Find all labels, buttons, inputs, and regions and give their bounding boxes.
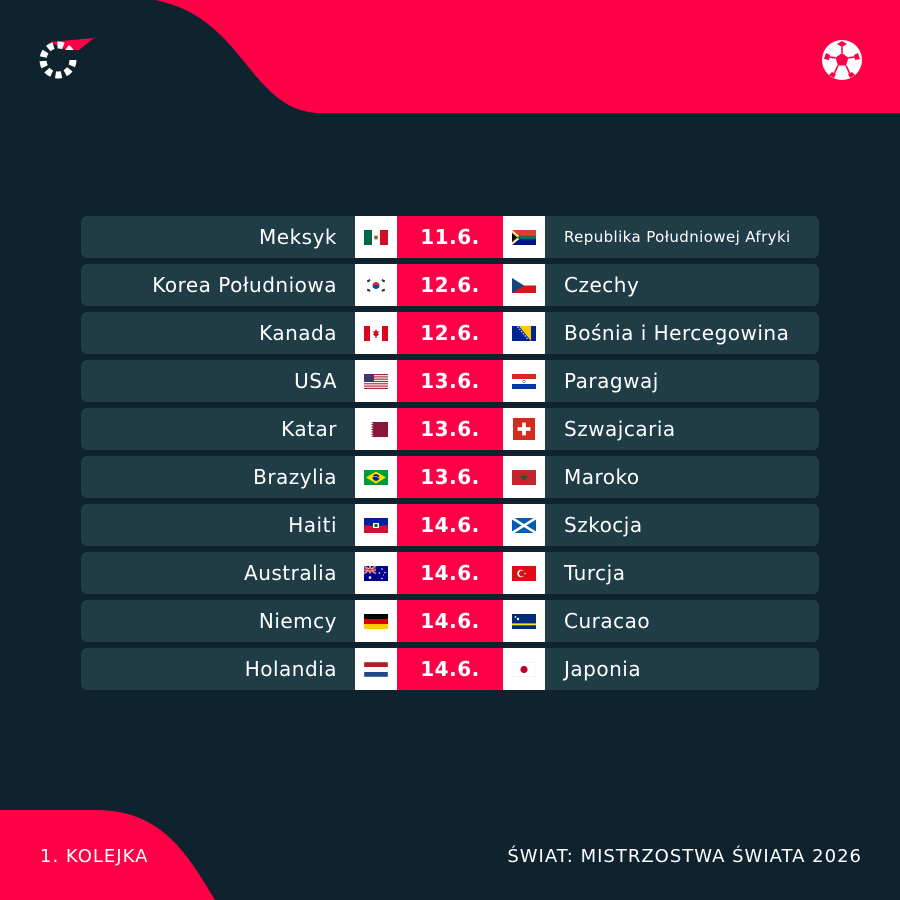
- away-flag-cell: [503, 504, 545, 546]
- away-team: Bośnia i Hercegowina: [564, 321, 790, 345]
- australia-flag-icon: [364, 565, 388, 581]
- match-row: Korea Południowa 12.6.: [81, 264, 819, 306]
- switzerland-flag-icon: [513, 418, 535, 440]
- football-icon: [822, 40, 862, 80]
- match-date: 12.6.: [397, 264, 503, 306]
- match-row: Meksyk 11.6. Republika Południowej A: [81, 216, 819, 258]
- away-flag-cell: [503, 456, 545, 498]
- south-africa-flag-icon: [512, 229, 536, 245]
- home-flag-cell: [355, 216, 397, 258]
- home-team: Korea Południowa: [152, 273, 337, 297]
- paraguay-flag-icon: [512, 373, 536, 389]
- usa-flag-icon: [364, 373, 388, 389]
- home-team: Haiti: [288, 513, 337, 537]
- mexico-flag-icon: [364, 229, 388, 245]
- away-team: Maroko: [564, 465, 640, 489]
- home-flag-cell: [355, 456, 397, 498]
- japan-flag-icon: [512, 661, 536, 677]
- match-row: Brazylia 13.6. Maroko: [81, 456, 819, 498]
- bosnia-flag-icon: [512, 325, 536, 341]
- home-team: Brazylia: [253, 465, 337, 489]
- match-row: Katar 13.6. Szwajcaria: [81, 408, 819, 450]
- away-flag-cell: [503, 552, 545, 594]
- match-date: 14.6.: [397, 648, 503, 690]
- away-team: Szkocja: [564, 513, 643, 537]
- morocco-flag-icon: [512, 469, 536, 485]
- home-flag-cell: [355, 408, 397, 450]
- match-row: Holandia 14.6. Japonia: [81, 648, 819, 690]
- match-date: 11.6.: [397, 216, 503, 258]
- germany-flag-icon: [364, 613, 388, 629]
- away-team: Paragwaj: [564, 369, 659, 393]
- away-flag-cell: [503, 408, 545, 450]
- match-date: 14.6.: [397, 600, 503, 642]
- match-date: 13.6.: [397, 408, 503, 450]
- away-team: Republika Południowej Afryki: [564, 228, 791, 246]
- home-team: Meksyk: [259, 225, 337, 249]
- away-flag-cell: [503, 216, 545, 258]
- scotland-flag-icon: [512, 517, 536, 533]
- flashscore-logo-icon: [39, 38, 94, 79]
- curacao-flag-icon: [512, 613, 536, 629]
- home-flag-cell: [355, 600, 397, 642]
- home-team: USA: [294, 369, 337, 393]
- away-team: Czechy: [564, 273, 640, 297]
- home-team: Holandia: [244, 657, 337, 681]
- match-list: Meksyk 11.6. Republika Południowej A: [81, 216, 819, 696]
- czechia-flag-icon: [512, 277, 536, 293]
- netherlands-flag-icon: [364, 661, 388, 677]
- match-row: Haiti 14.6. Szkocja: [81, 504, 819, 546]
- qatar-flag-icon: [364, 421, 388, 437]
- away-flag-cell: [503, 648, 545, 690]
- brazil-flag-icon: [364, 469, 388, 485]
- match-row: Australia 14.6.: [81, 552, 819, 594]
- away-team: Curacao: [564, 609, 651, 633]
- haiti-flag-icon: [364, 517, 388, 533]
- home-team: Kanada: [259, 321, 337, 345]
- away-flag-cell: [503, 312, 545, 354]
- away-team: Szwajcaria: [564, 417, 676, 441]
- match-row: USA 13.6. Paragwaj: [81, 360, 819, 402]
- away-flag-cell: [503, 360, 545, 402]
- home-flag-cell: [355, 552, 397, 594]
- match-date: 12.6.: [397, 312, 503, 354]
- home-flag-cell: [355, 360, 397, 402]
- canada-flag-icon: [364, 325, 388, 341]
- home-team: Australia: [244, 561, 337, 585]
- round-label: 1. KOLEJKA: [40, 846, 149, 867]
- home-flag-cell: [355, 648, 397, 690]
- south-korea-flag-icon: [364, 277, 388, 293]
- home-flag-cell: [355, 312, 397, 354]
- home-flag-cell: [355, 264, 397, 306]
- match-row: Kanada 12.6. Bośnia i Hercegowin: [81, 312, 819, 354]
- match-date: 14.6.: [397, 552, 503, 594]
- match-date: 14.6.: [397, 504, 503, 546]
- match-date: 13.6.: [397, 456, 503, 498]
- home-team: Niemcy: [258, 609, 337, 633]
- home-flag-cell: [355, 504, 397, 546]
- turkey-flag-icon: [512, 565, 536, 581]
- match-row: Niemcy 14.6. Curacao: [81, 600, 819, 642]
- match-date: 13.6.: [397, 360, 503, 402]
- away-flag-cell: [503, 600, 545, 642]
- away-team: Turcja: [564, 561, 626, 585]
- competition-label: ŚWIAT: MISTRZOSTWA ŚWIATA 2026: [507, 846, 862, 867]
- away-flag-cell: [503, 264, 545, 306]
- away-team: Japonia: [564, 657, 642, 681]
- home-team: Katar: [281, 417, 337, 441]
